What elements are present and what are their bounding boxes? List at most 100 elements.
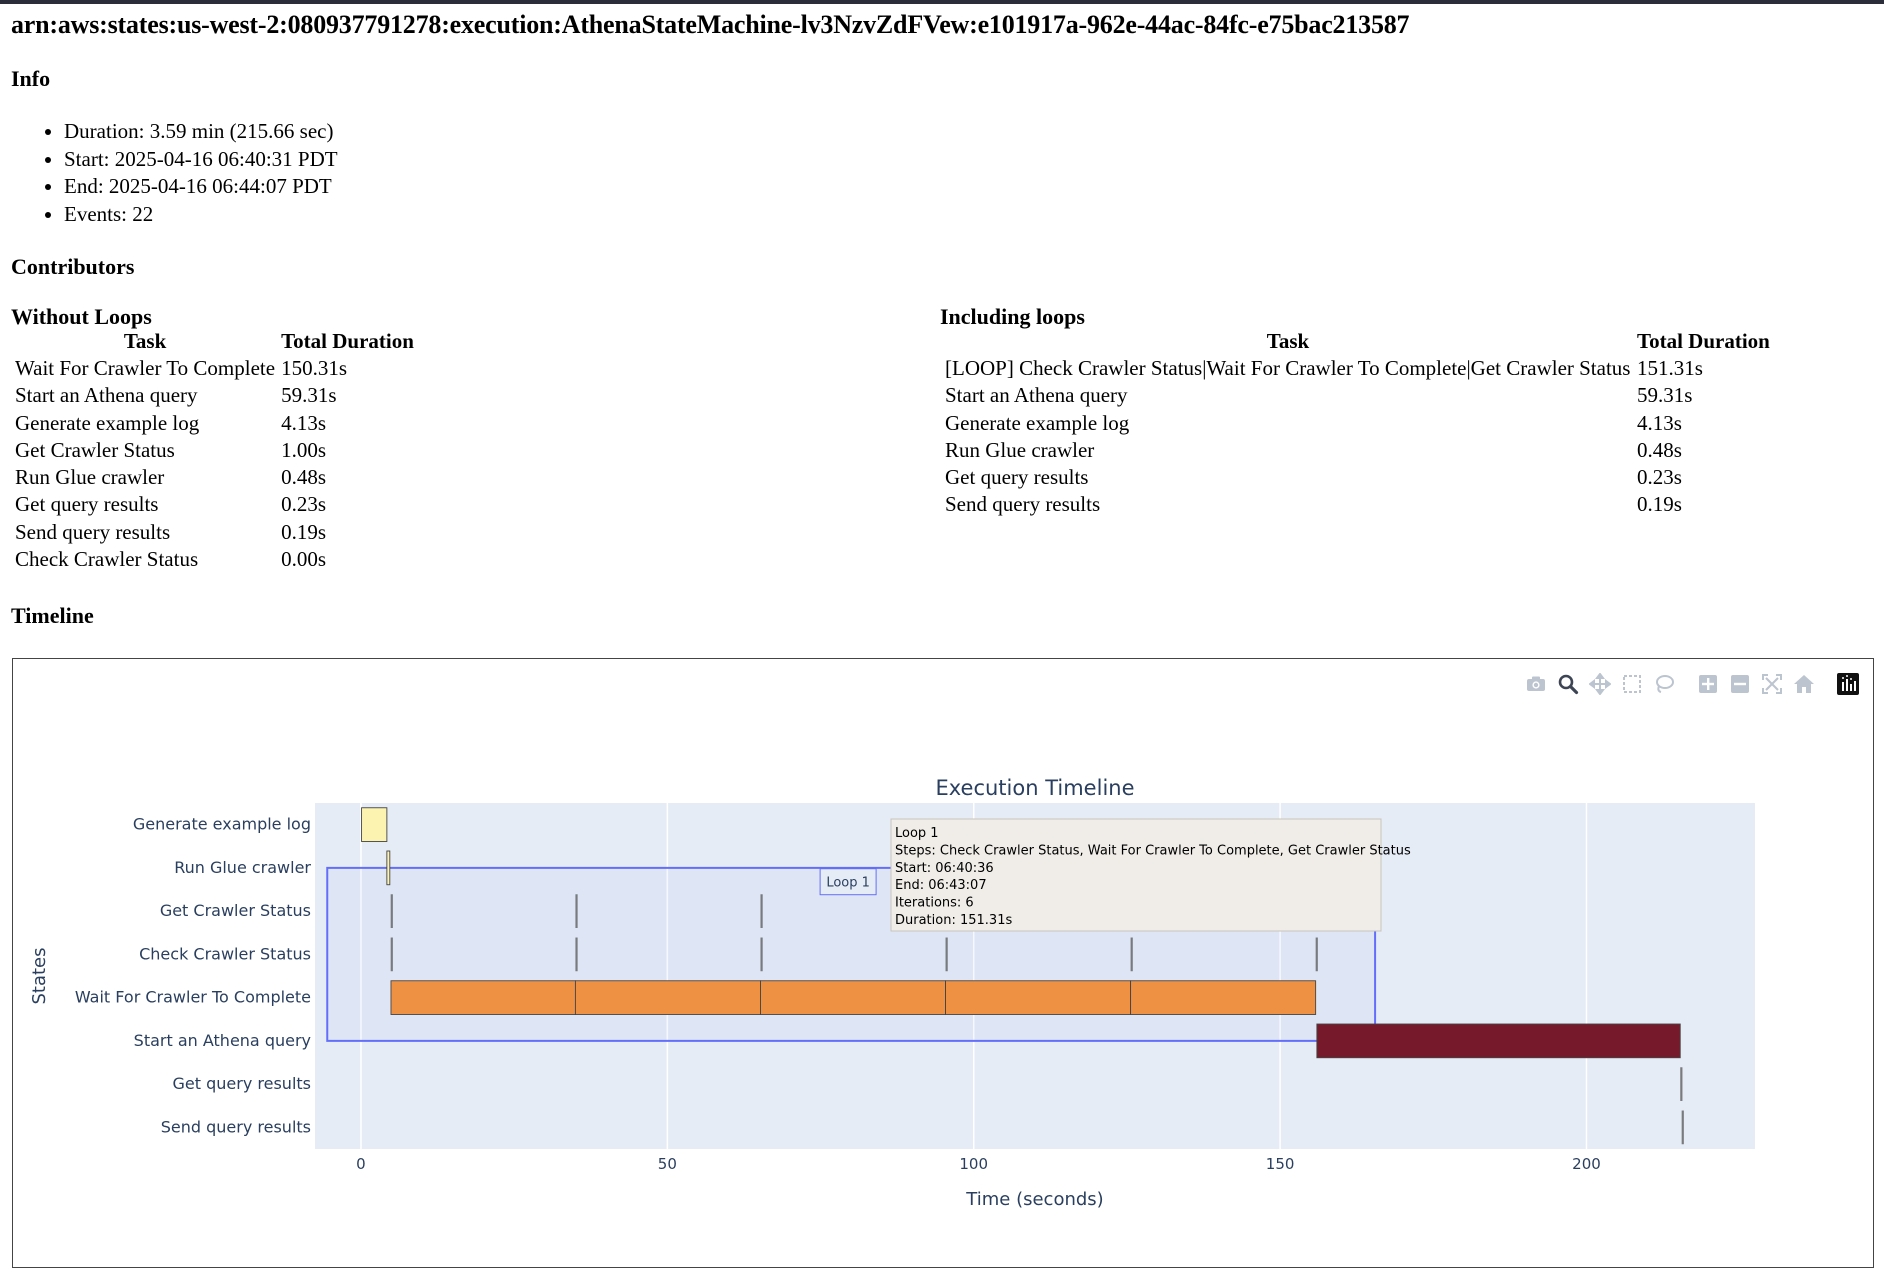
x-tick-label: 150 <box>1266 1155 1295 1173</box>
task-cell: Run Glue crawler <box>15 465 165 490</box>
state-event-tick <box>390 937 393 972</box>
task-cell: Start an Athena query <box>15 383 198 408</box>
x-tick-label: 50 <box>658 1155 677 1173</box>
plotly-logo-icon[interactable] <box>1837 673 1859 695</box>
table-row: Get query results 0.23s <box>12 491 417 518</box>
duration-cell: 0.19s <box>1637 492 1682 517</box>
zoom-icon[interactable] <box>1557 673 1579 695</box>
x-tick-label: 100 <box>959 1155 988 1173</box>
zoom-out-icon[interactable] <box>1729 673 1751 695</box>
state-duration-bar <box>574 980 761 1015</box>
duration-cell: 59.31s <box>281 383 337 408</box>
y-tick-label: Check Crawler Status <box>139 944 311 963</box>
loop-tooltip: Loop 1 Steps: Check Crawler Status, Wait … <box>890 818 1411 932</box>
tooltip-line: Start: 06:40:36 <box>895 861 994 876</box>
table-row: Wait For Crawler To Complete 150.31s <box>12 355 417 382</box>
duration-cell: 4.13s <box>1637 410 1682 435</box>
reset-axes-icon[interactable] <box>1793 673 1815 695</box>
state-event-tick <box>1680 1067 1683 1101</box>
state-event-tick <box>1315 937 1318 972</box>
task-cell: Get Crawler Status <box>15 437 175 462</box>
table-row: Run Glue crawler 0.48s <box>12 464 417 491</box>
task-cell: Start an Athena query <box>945 383 1128 408</box>
duration-cell: 1.00s <box>281 437 327 462</box>
y-axis-title: States <box>29 947 50 1004</box>
info-duration: Duration: 3.59 min (215.66 sec) <box>64 118 338 146</box>
plot-modebar <box>1515 673 1859 695</box>
camera-icon[interactable] <box>1525 673 1547 695</box>
tooltip-line: Iterations: 6 <box>895 896 974 911</box>
task-cell: Wait For Crawler To Complete <box>15 356 276 380</box>
duration-cell: 0.23s <box>1637 465 1682 490</box>
duration-cell: 0.00s <box>281 547 327 572</box>
state-duration-bar <box>945 980 1132 1015</box>
task-cell: [LOOP] Check Crawler Status|Wait For Cra… <box>945 356 1631 380</box>
table-row: Send query results 0.19s <box>942 491 1773 518</box>
state-event-tick <box>945 937 948 972</box>
contributors-heading: Contributors <box>11 254 135 279</box>
task-cell: Check Crawler Status <box>15 547 199 572</box>
tooltip-line: Steps: Check Crawler Status, Wait For Cr… <box>895 843 1411 858</box>
state-event-tick <box>760 937 763 972</box>
lasso-icon[interactable] <box>1653 673 1675 695</box>
autoscale-icon[interactable] <box>1761 673 1783 695</box>
including-loops-heading: Including loops <box>940 304 1085 329</box>
state-duration-bar <box>386 850 391 886</box>
duration-cell: 0.48s <box>1637 437 1682 462</box>
table-row: Generate example log 4.13s <box>12 410 417 437</box>
state-duration-bar <box>1316 1023 1681 1059</box>
loop-label-box <box>819 868 877 896</box>
table-row: Run Glue crawler 0.48s <box>942 437 1773 464</box>
duration-cell: 0.48s <box>281 465 327 490</box>
x-tick-label: 200 <box>1572 1155 1601 1173</box>
duration-cell: 0.19s <box>281 519 327 544</box>
pan-icon[interactable] <box>1589 673 1611 695</box>
page-title: arn:aws:states:us-west-2:080937791278:ex… <box>11 10 1410 39</box>
duration-cell: 151.31s <box>1637 356 1703 380</box>
duration-cell: 0.23s <box>281 492 327 517</box>
state-event-tick <box>760 894 763 928</box>
info-heading: Info <box>11 66 51 91</box>
task-cell: Get query results <box>15 492 159 517</box>
tooltip-line: Duration: 151.31s <box>895 913 1012 928</box>
timeline-plot-container[interactable]: 0 50 100 150 200 Generate example log Run Glue… <box>12 658 1874 1268</box>
state-event-tick <box>1130 937 1133 972</box>
state-duration-bar <box>361 807 388 842</box>
state-event-tick <box>1681 1110 1684 1145</box>
state-duration-bar <box>390 980 576 1015</box>
duration-cell: 59.31s <box>1637 383 1693 408</box>
column-header-task: Task <box>123 329 167 353</box>
box-select-icon[interactable] <box>1621 673 1643 695</box>
table-header-row: Task Total Duration <box>942 328 1773 355</box>
info-start: Start: 2025-04-16 06:40:31 PDT <box>64 146 338 174</box>
state-duration-bar <box>760 980 946 1015</box>
column-header-task: Task <box>1266 329 1310 353</box>
table-row: [LOOP] Check Crawler Status|Wait For Cra… <box>942 355 1773 382</box>
tooltip-line: End: 06:43:07 <box>895 878 987 893</box>
table-row: Send query results 0.19s <box>12 519 417 546</box>
y-tick-label: Get query results <box>173 1074 311 1093</box>
without-loops-table: Task Total Duration Wait For Crawler To … <box>12 328 417 573</box>
column-header-duration: Total Duration <box>281 329 414 353</box>
task-cell: Generate example log <box>15 410 200 435</box>
y-tick-label: Send query results <box>161 1117 311 1136</box>
task-cell: Run Glue crawler <box>945 437 1095 462</box>
execution-timeline-chart[interactable]: 0 50 100 150 200 Generate example log Run Glue… <box>13 659 1873 1267</box>
table-row: Start an Athena query 59.31s <box>942 382 1773 409</box>
y-tick-label: Run Glue crawler <box>174 858 311 877</box>
column-header-duration: Total Duration <box>1637 329 1770 353</box>
duration-cell: 4.13s <box>281 410 327 435</box>
task-cell: Generate example log <box>945 410 1130 435</box>
zoom-in-icon[interactable] <box>1697 673 1719 695</box>
table-row: Get Crawler Status 1.00s <box>12 437 417 464</box>
x-axis-title: Time (seconds) <box>965 1189 1103 1210</box>
loop-label: Loop 1 <box>826 876 870 891</box>
state-event-tick <box>575 894 578 928</box>
state-duration-bar <box>1130 980 1317 1015</box>
chart-title: Execution Timeline <box>935 776 1134 800</box>
y-tick-label: Get Crawler Status <box>160 901 311 920</box>
y-tick-label: Start an Athena query <box>134 1031 311 1050</box>
duration-cell: 150.31s <box>281 356 348 380</box>
tooltip-line: Loop 1 <box>895 826 939 841</box>
top-border <box>0 0 1884 4</box>
